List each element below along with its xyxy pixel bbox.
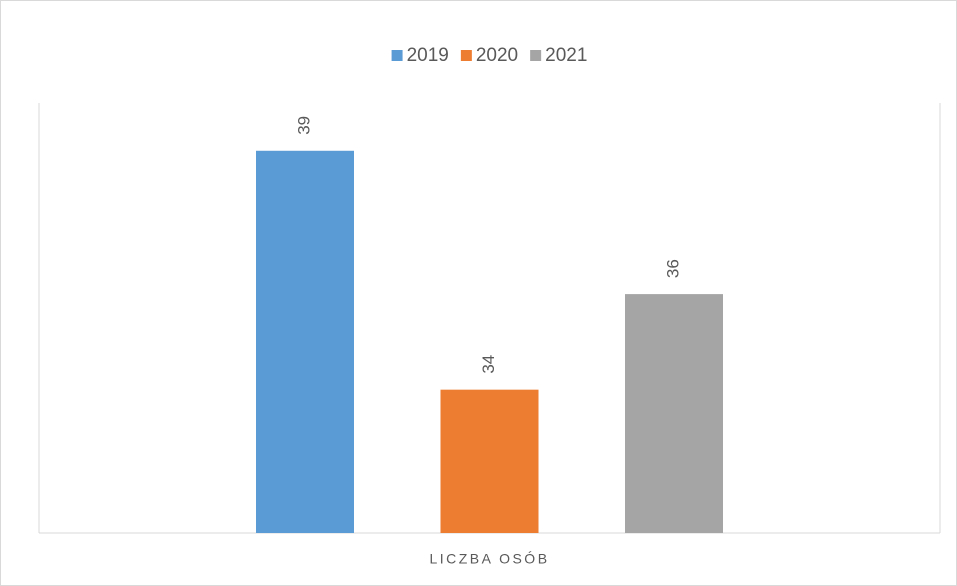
data-label: 39 [294, 116, 313, 135]
legend-swatch [530, 50, 542, 61]
data-label: 34 [479, 355, 498, 374]
legend-label: 2021 [545, 45, 587, 66]
legend-swatch [460, 50, 472, 61]
legend-swatch [391, 50, 403, 61]
legend-label: 2019 [407, 45, 449, 66]
data-label: 36 [663, 259, 682, 278]
bar [440, 389, 539, 533]
bar [256, 150, 354, 533]
legend-label: 2020 [476, 45, 518, 66]
bar [625, 294, 723, 533]
x-tick-label: LICZBA OSÓB [429, 551, 549, 567]
